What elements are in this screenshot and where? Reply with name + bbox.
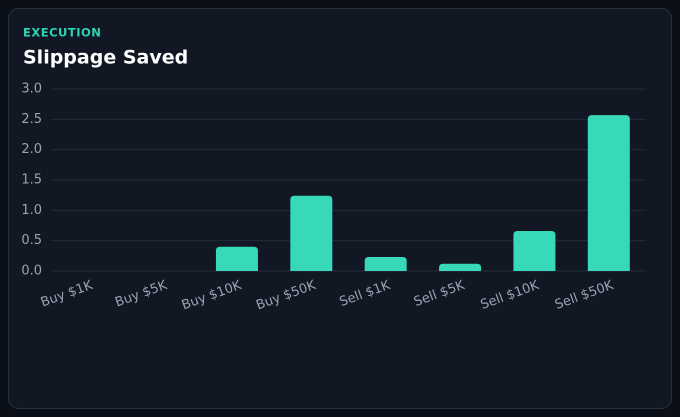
chart-eyebrow: EXECUTION: [23, 26, 101, 40]
bar: [364, 257, 407, 271]
card: [8, 8, 672, 409]
y-tick-label: 2.0: [21, 142, 42, 157]
y-tick-label: 0.0: [21, 264, 42, 279]
y-tick-label: 2.5: [21, 112, 42, 127]
bar: [215, 246, 258, 271]
y-tick-label: 1.0: [21, 203, 42, 218]
bar: [439, 263, 482, 271]
y-tick-label: 1.5: [21, 173, 42, 188]
y-tick-label: 0.5: [21, 233, 42, 248]
bar: [513, 230, 556, 271]
y-tick-label: 3.0: [21, 82, 42, 97]
bar: [290, 195, 333, 271]
bar: [587, 115, 630, 271]
chart-title: Slippage Saved: [23, 47, 188, 69]
